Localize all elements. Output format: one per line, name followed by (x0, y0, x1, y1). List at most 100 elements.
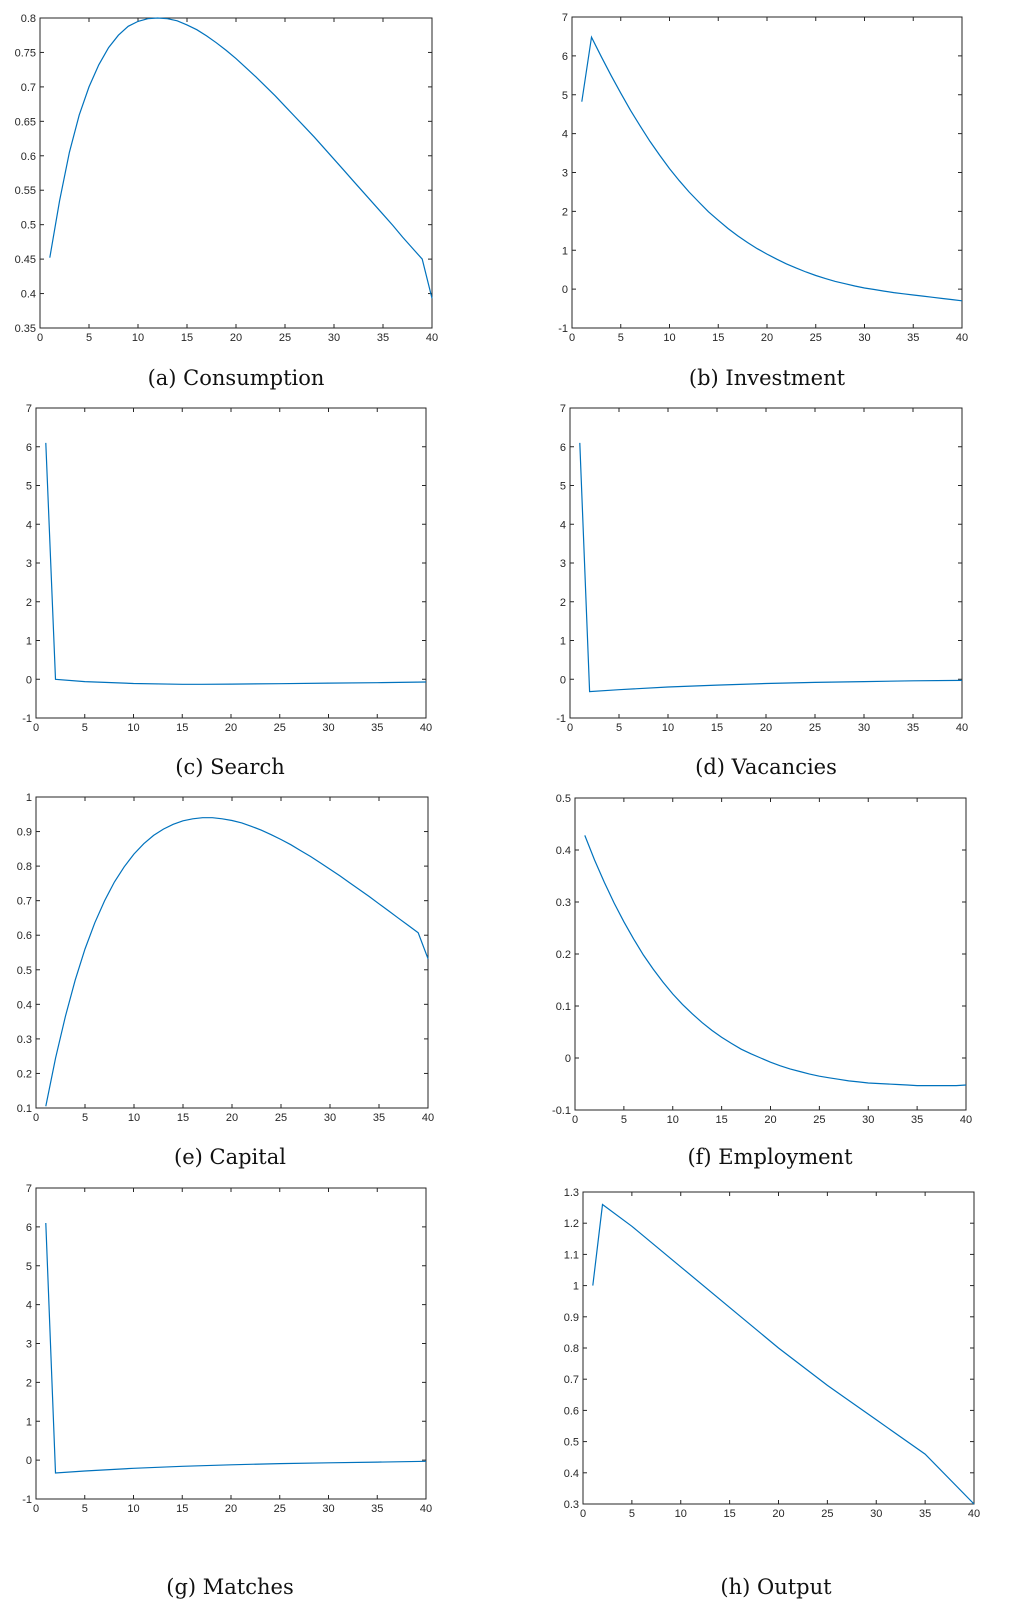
y-tick-label: 6 (562, 51, 568, 63)
x-tick-label: 0 (567, 722, 573, 734)
x-tick-label: 20 (225, 1503, 237, 1515)
x-tick-label: 25 (810, 332, 822, 344)
y-tick-label: 1 (26, 1416, 32, 1428)
x-tick-label: 10 (662, 722, 674, 734)
y-tick-label: 6 (26, 1222, 32, 1234)
y-tick-label: 0.8 (21, 13, 36, 25)
x-tick-label: 35 (377, 332, 389, 344)
x-tick-label: 5 (616, 722, 622, 734)
y-tick-label: 0.5 (556, 793, 571, 805)
x-tick-label: 30 (324, 1112, 336, 1124)
x-tick-label: 10 (127, 722, 139, 734)
y-tick-label: 0.55 (15, 185, 36, 197)
y-tick-label: 1.3 (564, 1187, 579, 1199)
x-tick-label: 10 (667, 1114, 679, 1126)
y-tick-label: 0.4 (556, 845, 571, 857)
x-tick-label: 30 (328, 332, 340, 344)
x-tick-label: 40 (420, 722, 432, 734)
chart-svg: 0 5 10 15 20 25 30 35 40 0.3 0.4 0.5 0.6 0.7 0.8 0.9 1 1.… (564, 1187, 980, 1520)
y-tick-label: 0.75 (15, 47, 36, 59)
y-tick-label: 0.2 (17, 1068, 32, 1080)
x-tick-label: 20 (764, 1114, 776, 1126)
y-tick-label: 3 (562, 168, 568, 180)
y-tick-label: 0.9 (17, 827, 32, 839)
y-tick-label: 4 (562, 129, 568, 141)
y-tick-label: 0.7 (564, 1374, 579, 1386)
y-tick-label: 6 (26, 442, 32, 454)
x-tick-label: 20 (772, 1508, 784, 1520)
y-tick-label: 5 (26, 481, 32, 493)
y-tick-label: 0.9 (564, 1312, 579, 1324)
x-tick-label: 5 (82, 1112, 88, 1124)
x-tick-label: 15 (177, 1112, 189, 1124)
y-tick-label: 0.1 (556, 1001, 571, 1013)
y-tick-label: 0.3 (564, 1499, 579, 1511)
series-line (45, 817, 429, 1107)
x-tick-label: 25 (813, 1114, 825, 1126)
y-tick-label: 0.35 (15, 323, 36, 335)
y-tick-label: 7 (560, 403, 566, 415)
x-tick-label: 25 (274, 1503, 286, 1515)
x-tick-label: 30 (322, 722, 334, 734)
x-tick-label: 35 (907, 722, 919, 734)
x-tick-label: 40 (426, 332, 438, 344)
y-tick-label: 7 (562, 12, 568, 24)
x-tick-label: 40 (422, 1112, 434, 1124)
series-line (45, 1222, 427, 1474)
x-tick-label: 15 (712, 332, 724, 344)
x-tick-label: 35 (371, 1503, 383, 1515)
x-tick-label: 5 (82, 722, 88, 734)
chart-matches: 0 5 10 15 20 25 30 35 40 -1 0 1 2 3 4 5 6 7 (0, 0, 500, 1530)
y-tick-label: 0.8 (564, 1343, 579, 1355)
caption-employment: (f) Employment (687, 1145, 853, 1169)
x-tick-label: 30 (858, 332, 870, 344)
x-tick-label: 5 (82, 1503, 88, 1515)
y-tick-label: 7 (26, 1183, 32, 1195)
series-line (584, 835, 967, 1087)
x-tick-label: 0 (33, 1112, 39, 1124)
y-tick-label: -1 (558, 323, 568, 335)
y-tick-label: 0.6 (21, 151, 36, 163)
x-tick-label: 5 (618, 332, 624, 344)
x-tick-label: 40 (956, 332, 968, 344)
x-tick-label: 10 (127, 1503, 139, 1515)
caption-output: (h) Output (720, 1575, 832, 1599)
y-tick-label: 2 (26, 597, 32, 609)
y-tick-label: 1 (562, 245, 568, 257)
y-tick-label: 1 (26, 636, 32, 648)
x-tick-label: 40 (420, 1503, 432, 1515)
chart-consumption: 0 5 10 15 20 25 30 35 40 0.35 0.4 0.45 0.5 0.55 0.6 0.6… (0, 0, 500, 344)
x-tick-label: 20 (226, 1112, 238, 1124)
y-tick-label: 0.2 (556, 949, 571, 961)
x-tick-label: 35 (373, 1112, 385, 1124)
x-tick-label: 0 (37, 332, 43, 344)
y-tick-label: 0.5 (564, 1437, 579, 1449)
x-tick-label: 35 (907, 332, 919, 344)
x-tick-label: 10 (675, 1508, 687, 1520)
chart-search: 0 5 10 15 20 25 30 35 40 -1 0 1 2 3 4 5 6 7 (0, 0, 500, 740)
x-tick-label: 15 (716, 1114, 728, 1126)
chart-investment: 0 5 10 15 20 25 30 35 40 -1 0 1 2 3 4 5 6 7 (0, 0, 1014, 345)
y-tick-label: 4 (26, 519, 32, 531)
x-tick-label: 0 (580, 1508, 586, 1520)
y-tick-label: 0.6 (564, 1405, 579, 1417)
caption-consumption: (a) Consumption (147, 366, 325, 390)
y-tick-label: 0.7 (21, 82, 36, 94)
y-tick-label: 0.4 (21, 289, 36, 301)
x-tick-label: 0 (569, 332, 575, 344)
y-tick-label: 0 (26, 674, 32, 686)
y-tick-label: 1.1 (564, 1249, 579, 1261)
y-tick-label: 5 (26, 1261, 32, 1273)
x-tick-label: 40 (956, 722, 968, 734)
y-tick-label: 0 (26, 1455, 32, 1467)
y-tick-label: 2 (560, 597, 566, 609)
y-tick-label: 0.3 (17, 1034, 32, 1046)
x-tick-label: 25 (275, 1112, 287, 1124)
x-tick-label: 30 (858, 722, 870, 734)
x-tick-label: 15 (724, 1508, 736, 1520)
y-tick-label: 0.1 (17, 1103, 32, 1115)
series-line (49, 17, 433, 299)
